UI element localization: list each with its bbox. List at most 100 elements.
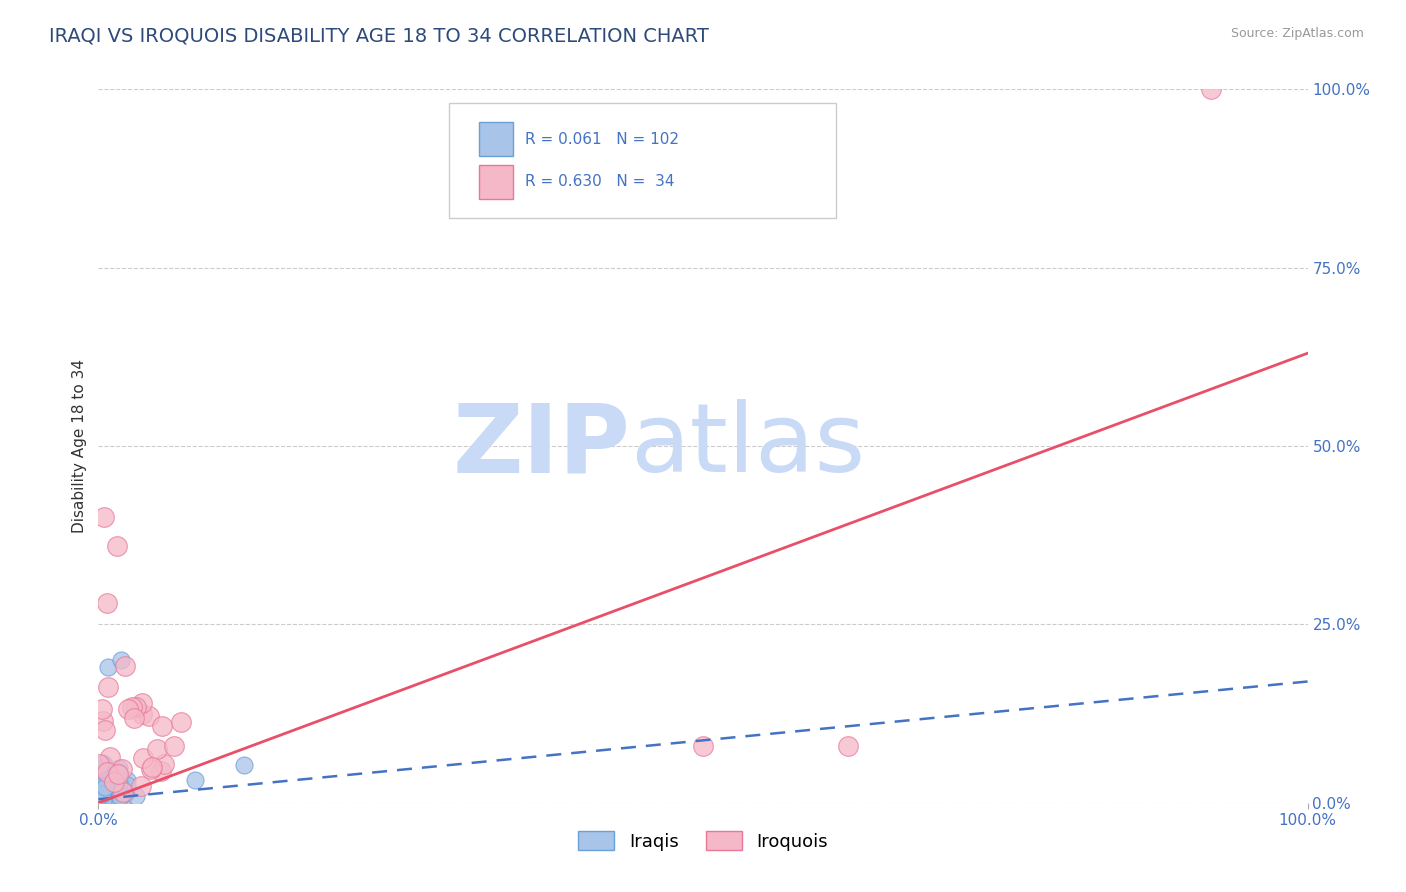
Point (132, 751, 155, 765)
Point (93, 788, 115, 802)
Point (89, 792, 111, 806)
Point (94, 787, 117, 801)
Point (125, 789, 148, 803)
Point (90, 793, 112, 807)
Point (89, 788, 111, 802)
Point (111, 785, 134, 799)
Point (96, 794, 118, 808)
Point (117, 702, 139, 716)
Point (138, 709, 160, 723)
Point (115, 773, 138, 788)
Point (91, 789, 114, 804)
Point (87, 791, 110, 805)
Point (110, 788, 132, 802)
Point (93, 780, 115, 794)
Point (105, 788, 128, 802)
Point (94, 793, 117, 807)
Point (98, 750, 121, 764)
Point (87, 782, 110, 797)
Point (153, 757, 176, 772)
Point (150, 764, 173, 778)
Point (131, 707, 153, 722)
Point (96, 784, 118, 798)
Point (90, 787, 112, 801)
Point (114, 658, 136, 673)
Point (96, 779, 118, 793)
Point (93, 714, 115, 728)
Point (98, 771, 121, 785)
Point (91, 756, 114, 771)
Point (91, 784, 114, 798)
Point (97, 680, 120, 694)
Point (91, 785, 114, 799)
Point (837, 739, 859, 753)
Point (87, 757, 110, 772)
Point (108, 789, 131, 803)
Point (107, 767, 129, 781)
Point (103, 766, 125, 780)
Point (97, 775, 120, 789)
Point (141, 760, 163, 774)
Point (91, 779, 114, 793)
Point (97, 782, 120, 797)
Point (90, 793, 112, 807)
Point (108, 779, 131, 793)
Point (97, 660, 120, 674)
Point (94, 759, 117, 773)
Bar (479, 122, 513, 156)
Y-axis label: Disability Age 18 to 34: Disability Age 18 to 34 (72, 359, 87, 533)
Point (91, 780, 114, 795)
Point (93, 510, 115, 524)
Point (94, 784, 117, 798)
Point (90, 783, 112, 797)
Point (103, 775, 125, 789)
Point (692, 739, 714, 753)
Text: ZIP: ZIP (453, 400, 630, 492)
Point (98, 782, 121, 797)
Point (101, 777, 124, 791)
Point (101, 775, 124, 789)
Point (98, 781, 121, 796)
Point (91, 786, 114, 800)
Point (108, 761, 131, 775)
Point (98, 772, 121, 787)
Point (100, 782, 122, 797)
Point (93, 791, 115, 805)
Point (101, 787, 124, 801)
FancyBboxPatch shape (449, 103, 837, 218)
Point (103, 771, 125, 785)
Point (89, 792, 111, 806)
Point (96, 596, 118, 610)
Point (93, 782, 115, 797)
Point (89, 787, 111, 801)
Point (103, 779, 125, 793)
Point (104, 787, 127, 801)
Point (114, 784, 136, 798)
Point (117, 778, 139, 792)
Text: IRAQI VS IROQUOIS DISABILITY AGE 18 TO 34 CORRELATION CHART: IRAQI VS IROQUOIS DISABILITY AGE 18 TO 3… (49, 27, 709, 45)
Point (101, 782, 124, 797)
Point (91, 784, 114, 798)
Point (115, 787, 138, 801)
Point (112, 786, 135, 800)
Point (101, 782, 124, 797)
Text: Source: ZipAtlas.com: Source: ZipAtlas.com (1230, 27, 1364, 40)
Point (96, 778, 118, 792)
Point (90, 783, 112, 797)
Point (90, 780, 112, 794)
Point (121, 699, 143, 714)
Point (89, 792, 111, 806)
Point (1199, 82, 1222, 96)
Point (91, 702, 114, 716)
Point (93, 791, 115, 805)
Bar (479, 165, 513, 199)
Point (139, 762, 162, 776)
Point (152, 719, 174, 733)
Point (91, 794, 114, 808)
Point (87, 790, 110, 805)
Point (90, 792, 112, 806)
Point (90, 768, 112, 782)
Point (94, 782, 117, 797)
Point (93, 794, 115, 808)
Point (97, 791, 120, 805)
